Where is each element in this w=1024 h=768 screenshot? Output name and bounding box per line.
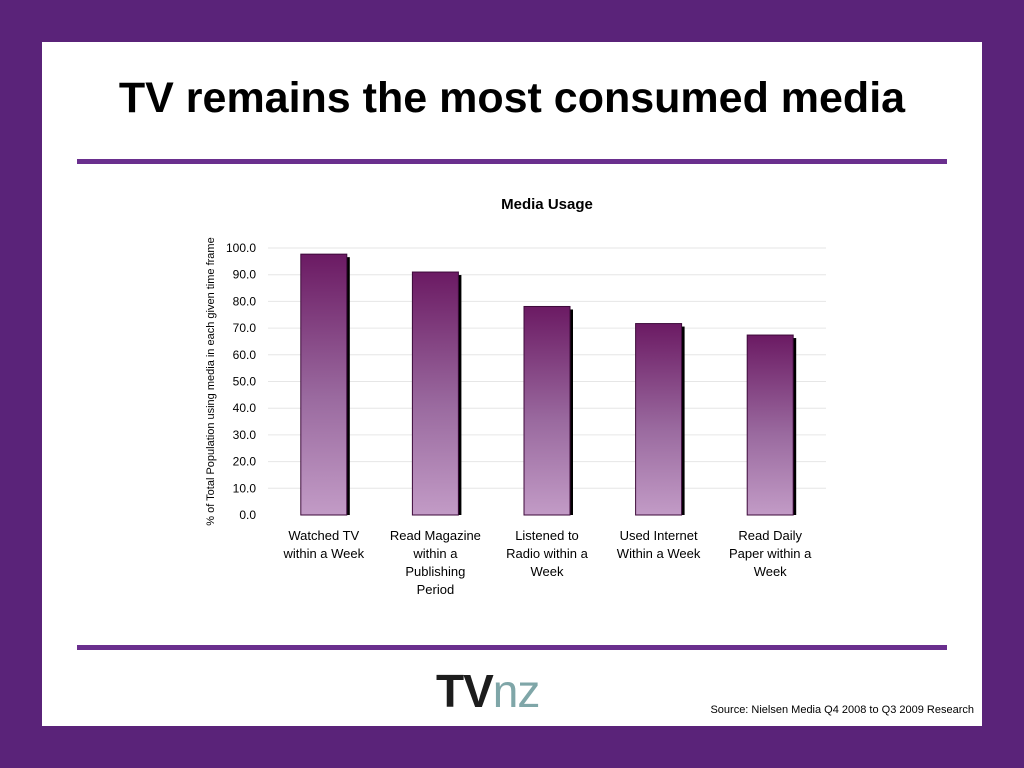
x-tick-label: Publishing (405, 564, 465, 579)
x-tick-label: Radio within a (506, 546, 588, 561)
x-tick-label: Listened to (515, 528, 579, 543)
x-tick-label: Week (531, 564, 564, 579)
bar (635, 323, 683, 516)
y-tick-label: 90.0 (233, 268, 257, 282)
x-tick-label: Period (417, 582, 455, 597)
y-tick-label: 100.0 (226, 241, 256, 255)
chart-title: Media Usage (501, 196, 593, 213)
x-tick-label: Week (754, 564, 787, 579)
x-tick-label: Used Internet (620, 528, 698, 543)
y-tick-label: 0.0 (239, 508, 256, 522)
y-tick-label: 50.0 (233, 375, 257, 389)
y-tick-label: 70.0 (233, 321, 257, 335)
bottom-divider (77, 645, 947, 650)
y-tick-label: 80.0 (233, 294, 257, 308)
media-usage-chart: Media Usage 0.0 10.0 20.0 30.0 40.0 50.0 60.0 70… (205, 196, 826, 597)
logo-tv-text: TV (436, 665, 494, 717)
tvnz-logo: TVnz (436, 665, 541, 717)
bar (523, 305, 571, 516)
logo-nz-text: nz (492, 665, 541, 717)
x-tick-label: within a Week (282, 546, 364, 561)
x-tick-label: Read Daily (738, 528, 802, 543)
y-axis-label: % of Total Population using media in eac… (205, 237, 217, 525)
y-tick-label: 40.0 (233, 401, 257, 415)
y-tick-label: 60.0 (233, 348, 257, 362)
x-tick-label: within a (412, 546, 458, 561)
x-tick-label: Within a Week (617, 546, 701, 561)
x-tick-label: Watched TV (288, 528, 359, 543)
slide-title: TV remains the most consumed media (118, 74, 906, 122)
source-note: Source: Nielsen Media Q4 2008 to Q3 2009… (710, 704, 974, 716)
bar (746, 334, 794, 516)
x-tick-label: Paper within a (729, 546, 812, 561)
top-divider (77, 159, 947, 164)
x-tick-label: Read Magazine (390, 528, 481, 543)
y-tick-label: 10.0 (233, 481, 257, 495)
slide-canvas (42, 42, 982, 726)
y-tick-label: 30.0 (233, 428, 257, 442)
y-tick-label: 20.0 (233, 455, 257, 469)
bar (411, 271, 459, 516)
bar (300, 253, 348, 516)
